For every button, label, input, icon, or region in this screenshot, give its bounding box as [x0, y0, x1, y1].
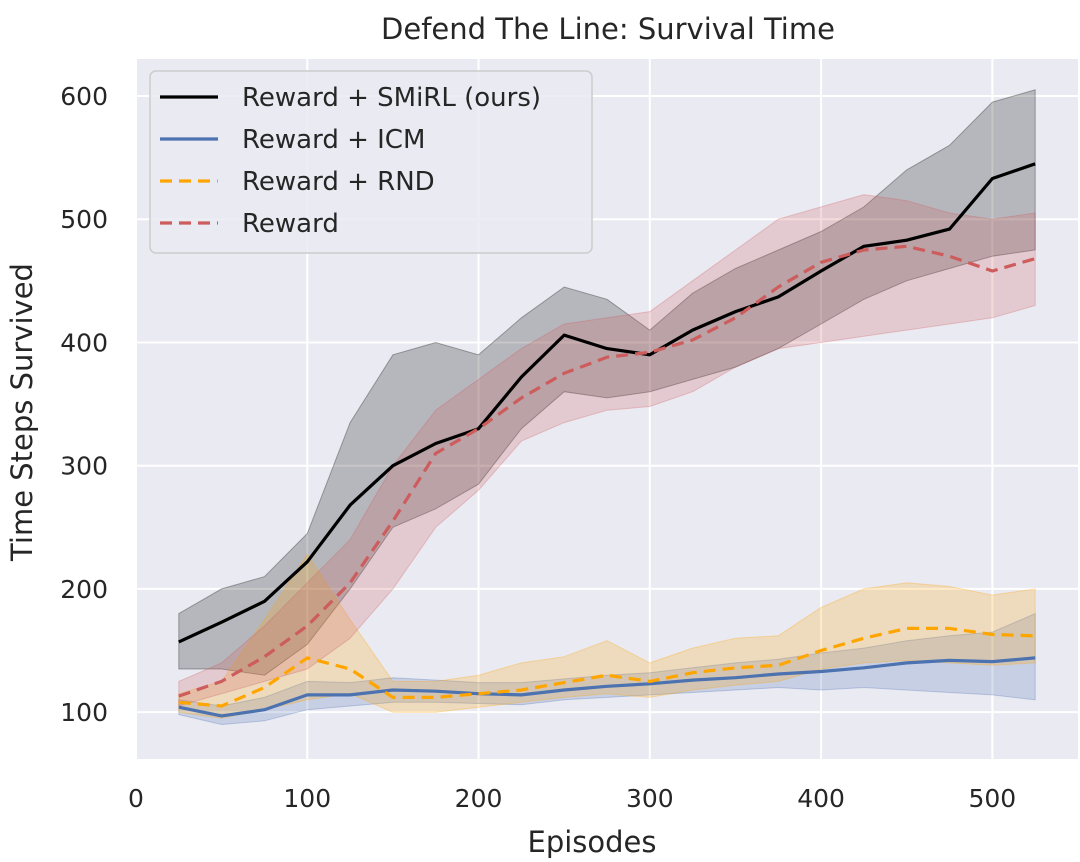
- y-tick-labels: 100 200 300 400 500 600: [60, 82, 108, 727]
- plot-area: [135, 59, 1078, 759]
- band-series-0: [178, 89, 1036, 676]
- legend-label-1[interactable]: Reward + ICM: [242, 125, 425, 155]
- y-tick-label-3: 400: [60, 328, 108, 357]
- x-tick-label-0: 0: [128, 784, 144, 813]
- legend-box: [149, 70, 593, 254]
- x-tick-labels: 0 100 200 300 400 500: [128, 784, 1016, 813]
- line-series-3: [178, 244, 1036, 698]
- x-tick-label-1: 100: [283, 784, 331, 813]
- line-series-1: [178, 656, 1036, 718]
- chart-title: Defend The Line: Survival Time: [381, 12, 835, 46]
- y-tick-label-5: 600: [60, 82, 108, 111]
- band-series-3: [178, 194, 1036, 707]
- line-series-0: [178, 162, 1036, 644]
- legend-label-0[interactable]: Reward + SMiRL (ours): [242, 83, 541, 113]
- y-tick-label-4: 500: [60, 205, 108, 234]
- series-lines: [178, 162, 1036, 718]
- x-tick-label-4: 400: [797, 784, 845, 813]
- x-tick-label-2: 200: [455, 784, 503, 813]
- y-axis-label: Time Steps Survived: [5, 263, 39, 562]
- line-series-2: [178, 626, 1036, 708]
- y-tick-label-2: 300: [60, 452, 108, 481]
- legend[interactable]: Reward + SMiRL (ours) Reward + ICM Reward …: [149, 70, 593, 254]
- x-axis-label: Episodes: [528, 825, 657, 859]
- y-tick-label-0: 100: [60, 698, 108, 727]
- x-tick-label-5: 500: [969, 784, 1017, 813]
- y-tick-label-1: 200: [60, 575, 108, 604]
- legend-label-3[interactable]: Reward: [242, 209, 339, 239]
- x-tick-label-3: 300: [626, 784, 674, 813]
- legend-label-2[interactable]: Reward + RND: [242, 167, 435, 197]
